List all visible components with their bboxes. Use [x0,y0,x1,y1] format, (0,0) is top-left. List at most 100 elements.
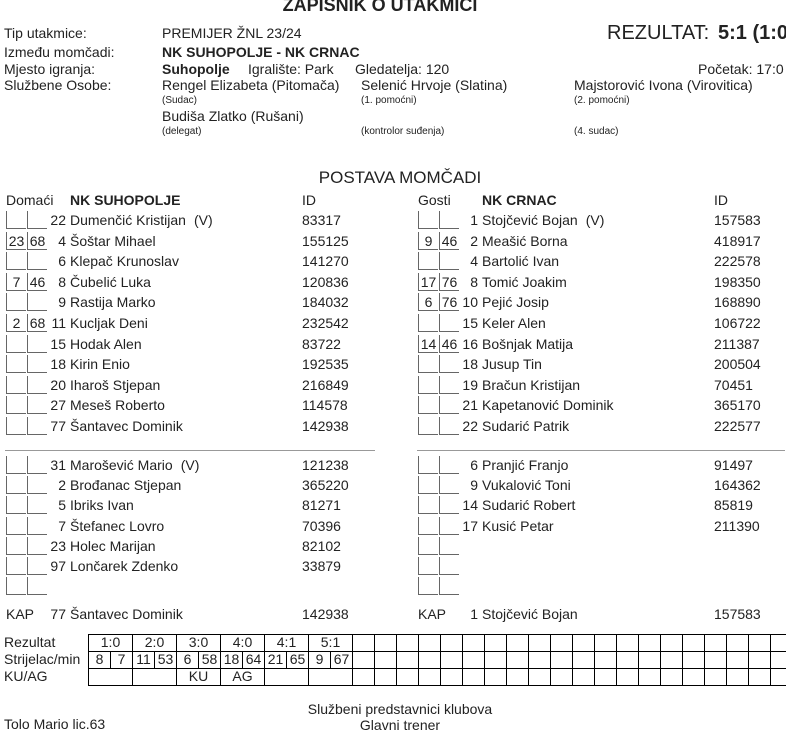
score-cell [572,668,595,686]
sub-box [6,417,26,435]
sub-box [418,252,438,271]
sub-box: 9 [418,231,438,250]
sub-box [27,417,47,435]
value: 5:1 (1:0 [718,22,786,44]
player-number: 15 [50,335,66,352]
player-number: 23 [50,537,66,554]
value: Početak: 17:0 [698,61,784,77]
value: Igralište: Park [248,61,334,77]
player-number: 2 [58,477,66,494]
sub-box [439,211,459,229]
score-cell [374,668,397,686]
player-number: 19 [462,376,478,393]
team-name: NK SUHOPOLJE [70,192,181,208]
captain-number: 1 [470,606,478,622]
official-name: Majstorović Ivona (Virovitica) [574,77,753,93]
score-cell [748,668,771,686]
player-number: 18 [462,356,478,373]
score-cell: 2:0 [132,634,177,652]
sub-box [418,577,438,596]
score-cell: 7 [110,651,133,669]
score-cell [770,634,786,652]
score-cell: 8 [88,651,111,669]
score-cell: 9 [308,651,331,669]
player-id: 82102 [302,537,341,554]
score-cell: 58 [198,651,221,669]
score-cell [528,634,551,652]
player-number: 22 [50,212,66,228]
score-cell [550,668,573,686]
player-number: 11 [51,315,66,331]
title: ZAPISNIK O UTAKMICI [282,0,478,15]
player-id: 33879 [302,558,341,574]
sub-box [418,476,438,495]
score-cell [462,634,485,652]
player-id: 222578 [714,253,761,270]
player-number: 18 [50,356,66,373]
sub-box [439,252,459,271]
score-cell [770,668,786,686]
sub-box: 46 [439,231,459,250]
player-number: 9 [58,294,66,311]
sub-box [27,211,47,229]
player-name: Brođanac Stjepan [70,477,182,494]
sub-box [418,396,438,415]
captain-number: 77 [50,606,66,622]
player-name: Pejić Josip [482,294,549,311]
sub-box [27,476,47,495]
player-id: 83317 [302,212,341,228]
sub-box [27,355,47,374]
player-name: Štefanec Lovro [70,517,165,534]
sub-box [6,334,26,353]
sub-box [439,516,459,535]
sub-box [439,557,459,575]
score-cell [88,668,133,686]
score-cell [440,651,463,669]
score-cell: 67 [330,651,353,669]
player-name: Meašić Borna [482,232,568,249]
sub-box [418,417,438,435]
official-role: (2. pomoćni) [574,95,630,106]
row-label: Rezultat [4,634,56,650]
player-name: Jusup Tin [482,356,542,373]
player-name: Klepač Krunoslav [70,253,179,270]
score-cell: 4:1 [264,634,309,652]
sub-box: 46 [439,334,459,353]
score-cell [572,651,595,669]
player-name: Vukalović Toni [482,477,571,494]
player-id: 70396 [302,517,341,534]
sub-box: 17 [418,272,438,291]
sub-box [6,375,26,394]
sub-box [6,293,26,312]
score-cell [132,668,177,686]
score-cell: AG [220,668,265,686]
player-name: Holec Marijan [70,537,156,554]
score-cell [748,634,771,652]
player-id: 211390 [714,517,760,534]
score-cell [396,668,419,686]
value: NK SUHOPOLJE - NK CRNAC [162,44,360,60]
score-cell [528,651,551,669]
sub-box: 6 [418,293,438,312]
separator [417,450,785,451]
sub-box [418,456,438,474]
sub-box [439,355,459,374]
official-role: (Sudac) [162,95,198,106]
player-id: 91497 [714,457,753,473]
id-header: ID [302,192,316,208]
captain-label: KAP [6,606,35,622]
score-cell: 64 [242,651,265,669]
score-cell [462,668,485,686]
player-id: 211387 [714,335,760,352]
score-cell [550,651,573,669]
sub-box [418,211,438,229]
official-role: (1. pomoćni) [361,95,417,106]
score-cell [484,651,507,669]
player-id: 222577 [714,418,761,434]
score-cell: 53 [154,651,177,669]
score-cell [484,634,507,652]
sub-box [439,536,459,555]
player-id: 141270 [302,253,349,270]
score-cell [770,651,786,669]
player-id: 83722 [302,335,341,352]
